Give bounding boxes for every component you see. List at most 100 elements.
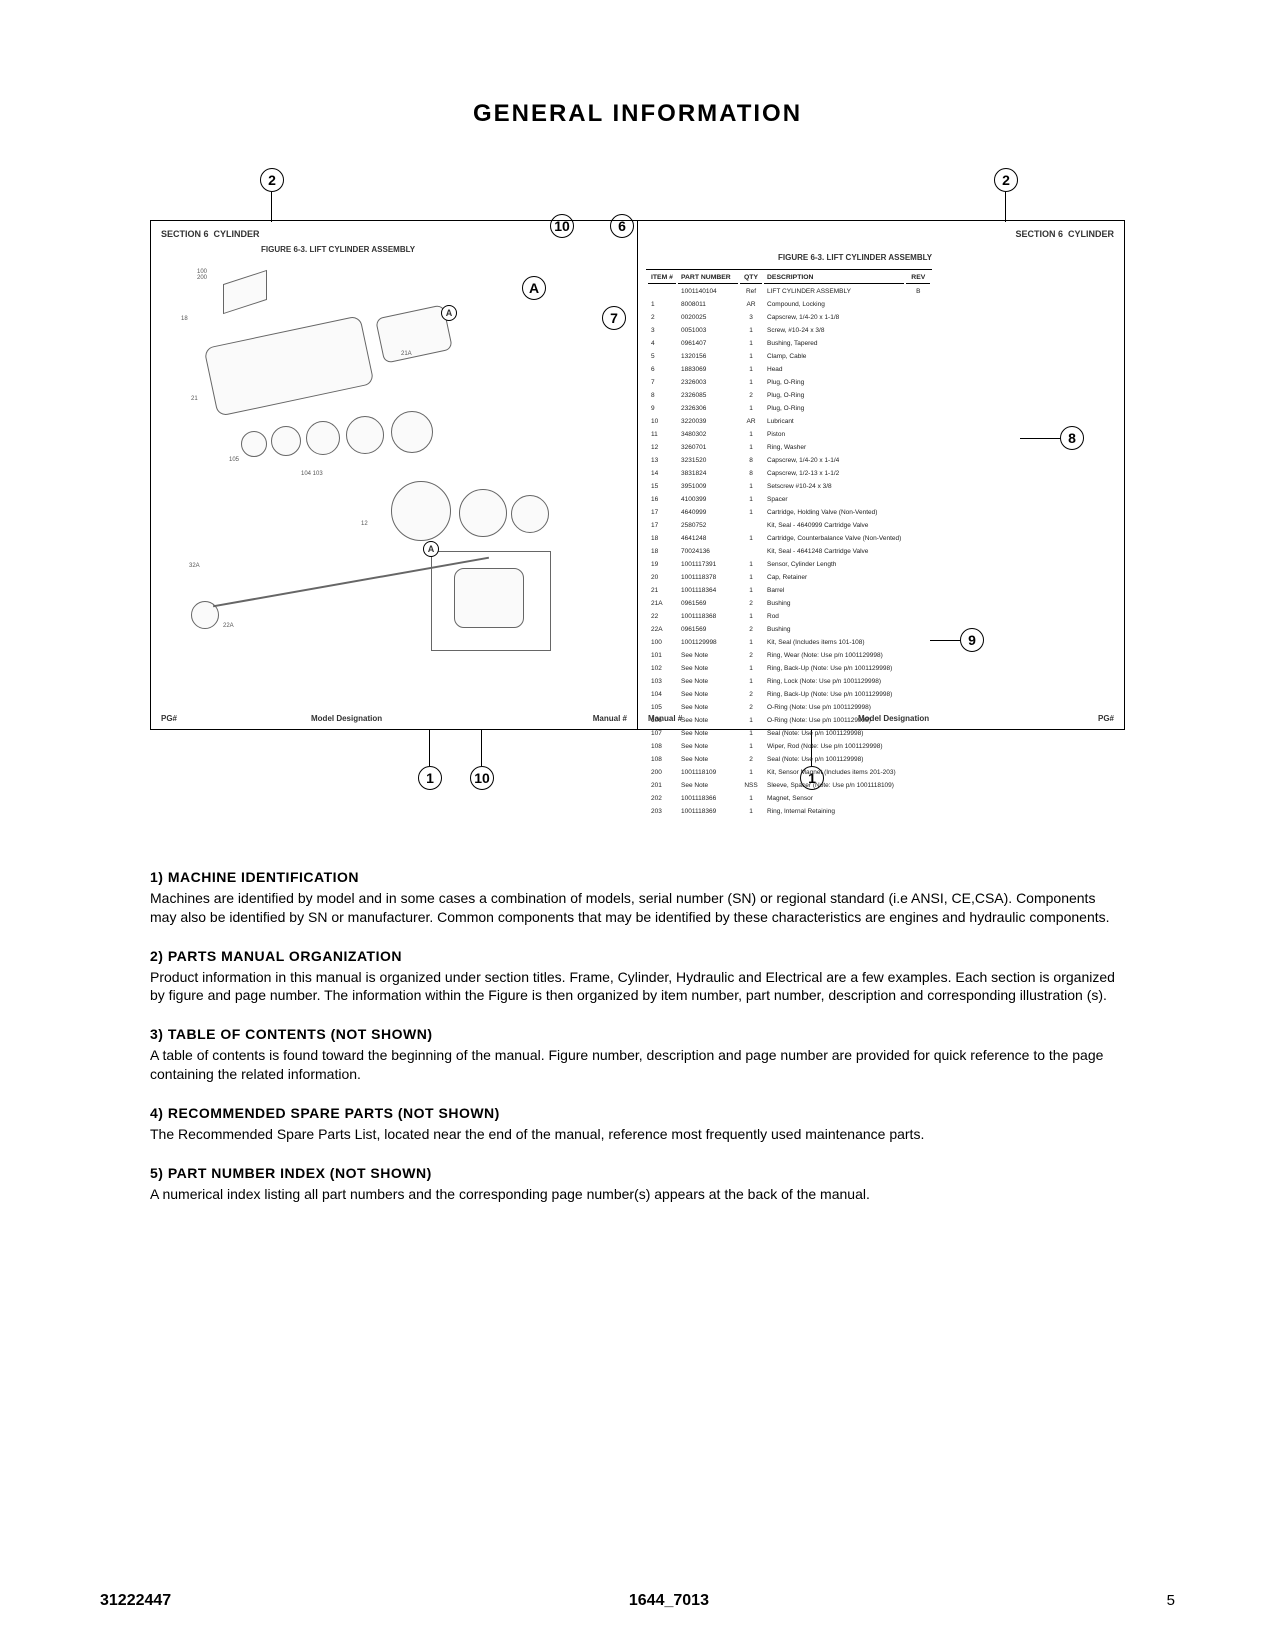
dot: 18 [181,316,188,322]
section: 3) TABLE OF CONTENTS (NOT SHOWN)A table … [150,1025,1125,1084]
callout-1-left: 1 [418,766,442,790]
table-row: 102See Note1Ring, Back-Up (Note: Use p/n… [648,663,930,674]
sketch-barrel [203,315,374,417]
right-panel: SECTION 6 CYLINDER FIGURE 6-3. LIFT CYLI… [637,221,1124,729]
table-row: 10010011299981Kit, Seal (Includes items … [648,637,930,648]
sketch [511,495,549,533]
leader [1005,192,1006,222]
table-row: 107See Note1Seal (Note: Use p/n 10011299… [648,728,930,739]
section-body: A numerical index listing all part numbe… [150,1185,1125,1204]
col-desc: DESCRIPTION [764,272,904,284]
leader [481,730,482,766]
diagram-area: 2 2 10 6 A 7 8 9 1 10 1 SECTION 6 CYLIND… [150,168,1125,808]
leader [429,730,430,766]
table-row: 201See NoteNSSSleeve, Spacer (Note: Use … [648,780,930,791]
table-row: 1438318248Capscrew, 1/2-13 x 1-1/2 [648,468,930,479]
callout-2-left: 2 [260,168,284,192]
sketch [346,416,384,454]
table-row: 409614071Bushing, Tapered [648,338,930,349]
table-row: 103220039ARLubricant [648,416,930,427]
table-row: 20010011181091Kit, Sensor Magnet (Includ… [648,767,930,778]
table-row: 1332315208Capscrew, 1/4-20 x 1-1/4 [648,455,930,466]
section-heading: 2) PARTS MANUAL ORGANIZATION [150,947,1125,966]
table-row: 104See Note2Ring, Back-Up (Note: Use p/n… [648,689,930,700]
page-footer: 31222447 1644_7013 5 [100,1592,1175,1610]
table-row: 1232607011Ring, Washer [648,442,930,453]
parts-table: ITEM # PART NUMBER QTY DESCRIPTION REV 1… [646,269,932,819]
mark-A: A [441,305,457,321]
table-row: 200200253Capscrew, 1/4-20 x 1-1/8 [648,312,930,323]
section: 5) PART NUMBER INDEX (NOT SHOWN)A numeri… [150,1164,1125,1204]
left-panel: SECTION 6 CYLINDER FIGURE 6-3. LIFT CYLI… [151,221,637,729]
table-row: 105See Note2O-Ring (Note: Use p/n 100112… [648,702,930,713]
table-row: 22A09615692Bushing [648,624,930,635]
footer-page-number: 5 [1167,1592,1175,1610]
footer-center: 1644_7013 [629,1592,709,1610]
table-row: 1001140104RefLIFT CYLINDER ASSEMBLYB [648,286,930,297]
table-row: 2110011183641Barrel [648,585,930,596]
sketch [223,270,267,314]
sketch [454,568,524,628]
table-row: 513201561Clamp, Cable [648,351,930,362]
table-row: 823260852Plug, O-Ring [648,390,930,401]
section-body: The Recommended Spare Parts List, locate… [150,1125,1125,1144]
dot: 22A [223,623,234,629]
section-label: SECTION 6 CYLINDER [161,229,260,239]
table-row: 20210011183661Magnet, Sensor [648,793,930,804]
table-row: 18008011ARCompound, Locking [648,299,930,310]
dot: 105 [229,457,239,463]
footer-model: Model Designation [311,714,382,723]
callout-2-right: 2 [994,168,1018,192]
mark-A: A [423,541,439,557]
sketch [271,426,301,456]
section-label: SECTION 6 CYLINDER [1015,229,1114,239]
detail-a-box [431,551,551,651]
col-rev: REV [906,272,930,284]
table-row: 1746409991Cartridge, Holding Valve (Non-… [648,507,930,518]
table-row: 101See Note2Ring, Wear (Note: Use p/n 10… [648,650,930,661]
footer-left: 31222447 [100,1592,171,1610]
table-row: 108See Note2Seal (Note: Use p/n 10011299… [648,754,930,765]
figure-title: FIGURE 6-3. LIFT CYLINDER ASSEMBLY [261,245,415,254]
leader [271,192,272,222]
table-row: 2010011183781Cap, Retainer [648,572,930,583]
table-row: 1870024136Kit, Seal - 4641248 Cartridge … [648,546,930,557]
table-row: 1539510091Setscrew #10-24 x 3/8 [648,481,930,492]
footer-pg: PG# [1098,714,1114,723]
section-heading: 4) RECOMMENDED SPARE PARTS (NOT SHOWN) [150,1104,1125,1123]
section-body: A table of contents is found toward the … [150,1046,1125,1084]
callout-10-bottom: 10 [470,766,494,790]
footer-pg: PG# [161,714,177,723]
table-row: 108See Note1Wiper, Rod (Note: Use p/n 10… [648,741,930,752]
figure-title: FIGURE 6-3. LIFT CYLINDER ASSEMBLY [778,253,932,262]
table-row: 1846412481Cartridge, Counterbalance Valv… [648,533,930,544]
section: 2) PARTS MANUAL ORGANIZATIONProduct info… [150,947,1125,1006]
table-row: 172580752Kit, Seal - 4640999 Cartridge V… [648,520,930,531]
table-row: 300510031Screw, #10-24 x 3/8 [648,325,930,336]
sketch [459,489,507,537]
section-body: Machines are identified by model and in … [150,889,1125,927]
col-qty: QTY [740,272,762,284]
page-title: GENERAL INFORMATION [150,100,1125,128]
col-item: ITEM # [648,272,676,284]
table-row: 1910011173911Sensor, Cylinder Length [648,559,930,570]
figure-panels: SECTION 6 CYLINDER FIGURE 6-3. LIFT CYLI… [150,220,1125,730]
dot: 32A [189,563,200,569]
table-row: 103See Note1Ring, Lock (Note: Use p/n 10… [648,676,930,687]
body-sections: 1) MACHINE IDENTIFICATIONMachines are id… [150,868,1125,1204]
footer-model: Model Designation [858,714,929,723]
sketch [241,431,267,457]
footer-manual: Manual # [593,714,627,723]
sketch [191,601,219,629]
col-pn: PART NUMBER [678,272,738,284]
dot: 104 103 [301,471,323,477]
dot: 21A [401,351,412,357]
sketch [306,421,340,455]
table-row: 723260031Plug, O-Ring [648,377,930,388]
footer-manual: Manual # [648,714,682,723]
table-row: 618830691Head [648,364,930,375]
sketch [391,411,433,453]
dot: 100200 [197,269,207,281]
table-row: 1641003991Spacer [648,494,930,505]
table-row: 923263061Plug, O-Ring [648,403,930,414]
